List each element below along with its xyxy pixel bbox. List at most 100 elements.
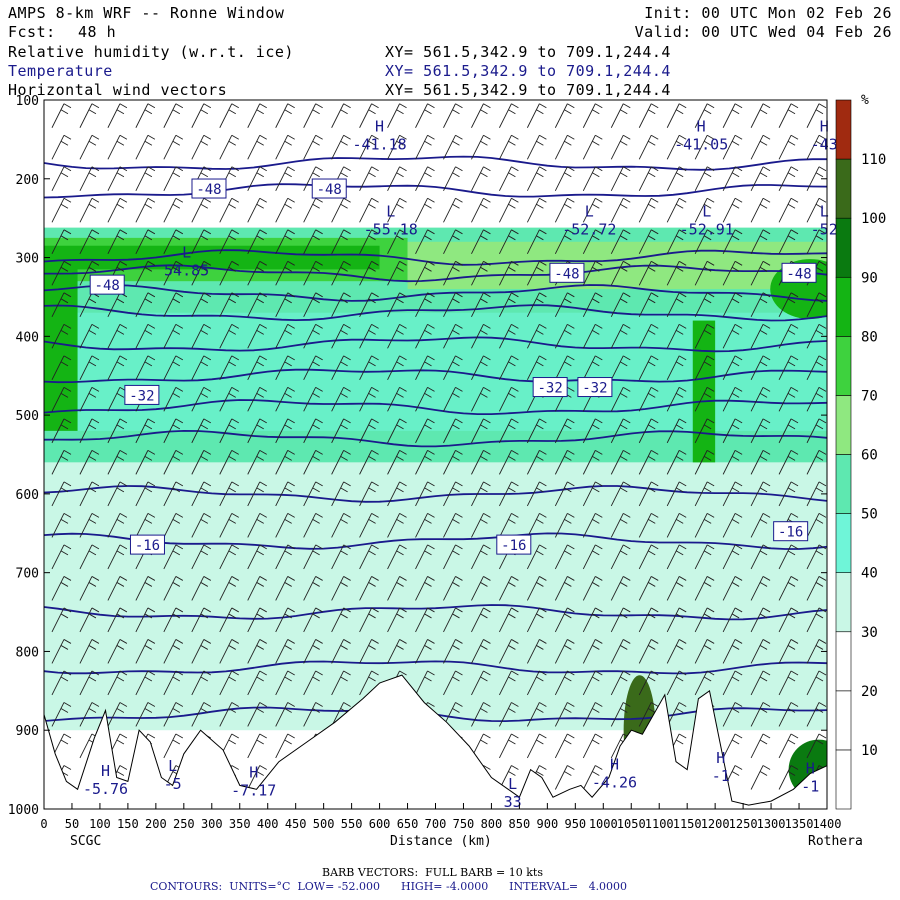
y-tick-label: 500: [16, 409, 39, 424]
wind-barb: [443, 323, 463, 349]
wind-barb: [247, 449, 267, 475]
wind-barb: [499, 292, 519, 318]
wind-barb: [694, 386, 715, 412]
wind-barb: [415, 418, 435, 444]
wind-barb: [79, 260, 100, 286]
wind-barb: [778, 229, 799, 255]
wind-barb: [331, 229, 351, 255]
wind-barb: [331, 702, 351, 727]
wind-barb: [275, 355, 295, 381]
wind-barb: [303, 449, 323, 475]
x-tick-label: 750: [453, 817, 475, 831]
wind-barb: [638, 607, 659, 633]
wind-barb: [331, 418, 351, 444]
wind-barb: [275, 702, 295, 727]
wind-barb: [554, 323, 575, 349]
wind-barb: [499, 323, 519, 349]
extremum-value: 33: [504, 793, 522, 811]
wind-barb: [51, 544, 72, 570]
wind-barb: [387, 513, 407, 538]
wind-barb: [554, 607, 575, 633]
wind-barb: [722, 418, 743, 444]
wind-barb: [191, 639, 212, 664]
wind-barb: [806, 197, 827, 223]
field-xy-temperature: XY= 561.5,342.9 to 709.1,244.4: [385, 62, 671, 80]
wind-barb: [778, 355, 799, 381]
extremum-value: -1: [801, 777, 819, 795]
temperature-contour: [44, 155, 827, 171]
x-tick-label: 1000: [589, 817, 618, 831]
wind-barb: [778, 670, 799, 696]
wind-barb: [191, 292, 212, 318]
wind-barb: [303, 702, 323, 727]
wind-barb: [471, 166, 491, 191]
y-tick-label: 600: [16, 488, 39, 503]
wind-barb: [471, 134, 491, 160]
x-tick-label: 950: [564, 817, 586, 831]
extremum-value: -41.18: [352, 135, 406, 153]
wind-barb: [610, 134, 631, 160]
wind-barb: [750, 260, 771, 286]
wind-barb: [750, 449, 771, 475]
colorbar-segment: [835, 631, 852, 692]
wind-barb: [554, 134, 575, 160]
wind-barb: [750, 386, 771, 412]
wind-barb: [610, 418, 631, 444]
x-tick-label: 1350: [785, 817, 814, 831]
wind-barb: [638, 103, 659, 128]
wind-barb: [303, 607, 323, 633]
wind-barb: [526, 292, 547, 318]
x-tick-label: 600: [369, 817, 391, 831]
y-tick-label: 200: [16, 173, 39, 188]
wind-barb: [806, 702, 827, 727]
wind-barb: [331, 103, 351, 128]
wind-barb: [107, 639, 128, 664]
extremum-value: -41.05: [674, 135, 728, 153]
wind-barb: [638, 702, 659, 727]
wind-barb: [79, 607, 100, 633]
wind-barb: [806, 355, 827, 381]
wind-barb: [554, 229, 575, 255]
wind-barb: [471, 103, 491, 128]
wind-barb: [778, 733, 799, 759]
wind-barb: [694, 449, 715, 475]
wind-barb: [443, 576, 463, 601]
wind-barb: [638, 323, 659, 349]
wind-barb: [638, 166, 659, 191]
wind-barb: [471, 670, 491, 696]
wind-barb: [387, 103, 407, 128]
contour-label: -32: [538, 381, 563, 397]
wind-barb: [387, 197, 407, 223]
wind-barb: [638, 481, 659, 507]
wind-barb: [303, 386, 323, 412]
wind-barb: [806, 449, 827, 475]
x-tick-label: 550: [341, 817, 363, 831]
wind-barb: [275, 607, 295, 633]
wind-barb: [443, 229, 463, 255]
wind-barb: [247, 576, 267, 601]
wind-barb: [79, 418, 100, 444]
wind-barb: [191, 355, 212, 381]
wind-barb: [303, 481, 323, 507]
wind-barb: [499, 386, 519, 412]
wind-barb: [79, 576, 100, 601]
wind-barb: [694, 292, 715, 318]
axis-right-endpoint: Rothera: [808, 834, 863, 849]
wind-barb: [387, 166, 407, 191]
wind-barb: [163, 229, 184, 255]
wind-barb: [359, 513, 379, 538]
wind-barb: [331, 134, 351, 160]
wind-barb: [135, 197, 156, 223]
wind-barb: [666, 607, 687, 633]
wind-barb: [722, 576, 743, 601]
y-tick-label: 700: [16, 567, 39, 582]
wind-barb: [107, 323, 128, 349]
wind-barb: [554, 670, 575, 696]
wind-barb: [694, 544, 715, 570]
colorbar-segment: [835, 395, 852, 455]
wind-barb: [415, 260, 435, 286]
wind-barb: [526, 576, 547, 601]
wind-barb: [415, 544, 435, 570]
wind-barb: [554, 733, 575, 759]
